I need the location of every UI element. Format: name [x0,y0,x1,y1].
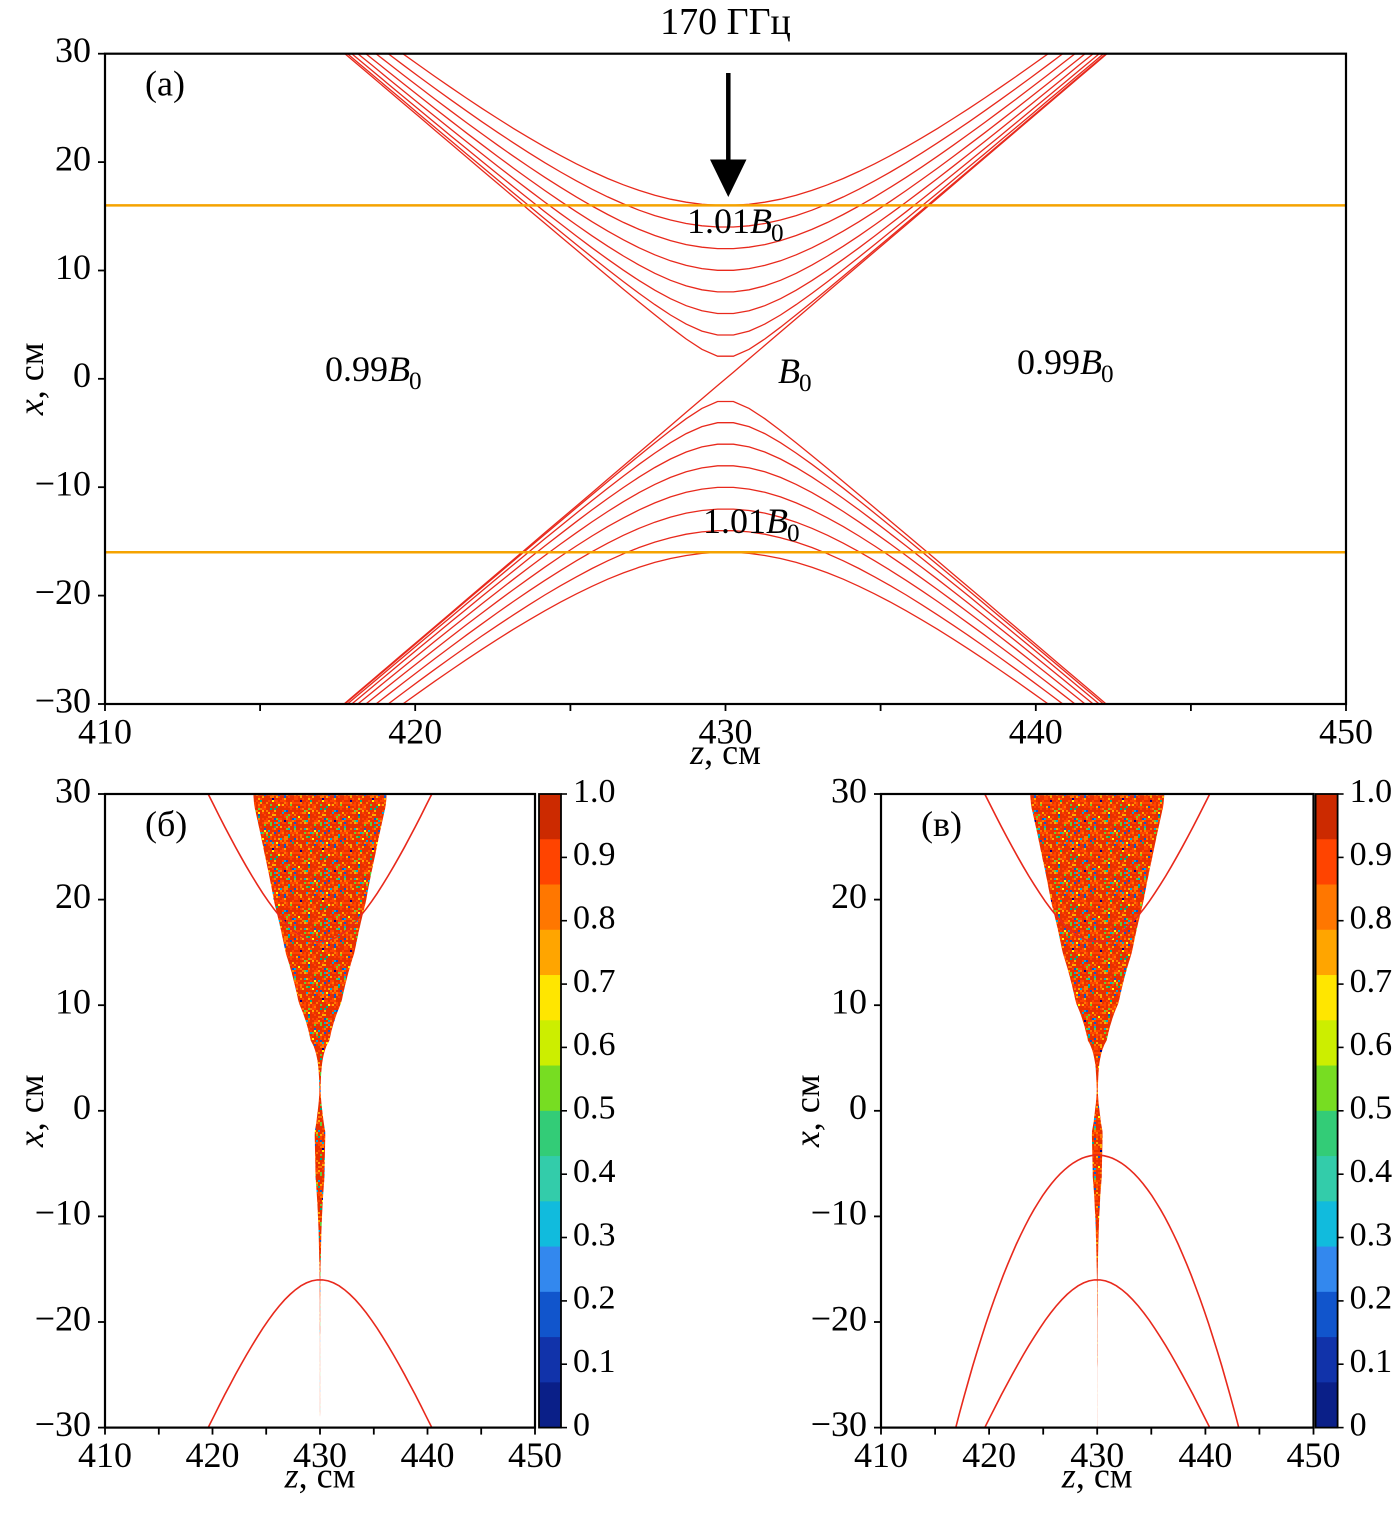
svg-text:(б): (б) [145,804,187,844]
svg-text:z, см: z, см [284,1456,356,1496]
svg-text:420: 420 [388,712,442,752]
svg-text:0.4: 0.4 [573,1153,616,1190]
svg-text:1.0: 1.0 [573,773,616,810]
svg-text:30: 30 [55,30,91,70]
svg-text:0.2: 0.2 [1350,1280,1393,1317]
svg-text:410: 410 [854,1435,908,1475]
svg-text:0.9: 0.9 [573,836,616,873]
svg-text:0: 0 [849,1087,867,1127]
svg-text:0.4: 0.4 [1350,1153,1393,1190]
svg-text:410: 410 [78,712,132,752]
svg-text:(a): (a) [145,64,185,104]
svg-text:−20: −20 [35,572,91,612]
svg-text:0: 0 [1350,1406,1367,1443]
svg-text:0.1: 0.1 [573,1343,616,1380]
svg-text:0.3: 0.3 [1350,1216,1393,1253]
svg-text:x, см: x, см [11,343,51,417]
svg-text:20: 20 [55,876,91,916]
svg-text:0.5: 0.5 [1350,1090,1393,1127]
svg-text:10: 10 [55,981,91,1021]
svg-text:440: 440 [1009,712,1063,752]
svg-text:0.3: 0.3 [573,1216,616,1253]
svg-text:30: 30 [831,770,867,810]
svg-text:x, см: x, см [11,1074,51,1148]
svg-text:0.8: 0.8 [1350,899,1393,936]
svg-text:0.99B0: 0.99B0 [325,349,422,395]
svg-text:−10: −10 [35,1193,91,1233]
svg-text:20: 20 [831,876,867,916]
svg-text:−20: −20 [811,1298,867,1338]
svg-text:0.7: 0.7 [573,963,616,1000]
svg-text:410: 410 [78,1435,132,1475]
svg-text:420: 420 [186,1435,240,1475]
svg-text:0.5: 0.5 [573,1090,616,1127]
svg-text:450: 450 [1319,712,1373,752]
svg-text:−10: −10 [811,1193,867,1233]
svg-text:30: 30 [55,770,91,810]
svg-text:440: 440 [1178,1435,1232,1475]
svg-text:z, см: z, см [1061,1456,1133,1496]
svg-text:(в): (в) [921,804,962,844]
svg-text:1.0: 1.0 [1350,773,1393,810]
svg-text:−10: −10 [35,463,91,503]
svg-text:10: 10 [831,981,867,1021]
svg-text:0.99B0: 0.99B0 [1017,342,1114,388]
svg-text:0.6: 0.6 [1350,1026,1393,1063]
svg-text:−20: −20 [35,1298,91,1338]
svg-text:20: 20 [55,138,91,178]
svg-text:0: 0 [73,1087,91,1127]
svg-text:440: 440 [401,1435,455,1475]
svg-text:450: 450 [508,1435,562,1475]
svg-text:0.7: 0.7 [1350,963,1393,1000]
svg-text:1.01B0: 1.01B0 [687,201,784,247]
svg-text:0.8: 0.8 [573,899,616,936]
svg-text:0.2: 0.2 [573,1280,616,1317]
svg-text:0.6: 0.6 [573,1026,616,1063]
svg-text:10: 10 [55,247,91,287]
svg-text:0.9: 0.9 [1350,836,1393,873]
svg-text:0: 0 [73,355,91,395]
svg-text:1.01B0: 1.01B0 [703,501,800,547]
svg-text:170 ГГц: 170 ГГц [660,1,791,43]
svg-text:450: 450 [1287,1435,1341,1475]
svg-text:0: 0 [573,1406,590,1443]
svg-text:420: 420 [962,1435,1016,1475]
svg-text:0.1: 0.1 [1350,1343,1393,1380]
svg-text:z, см: z, см [689,732,761,772]
svg-text:x, см: x, см [787,1074,827,1148]
